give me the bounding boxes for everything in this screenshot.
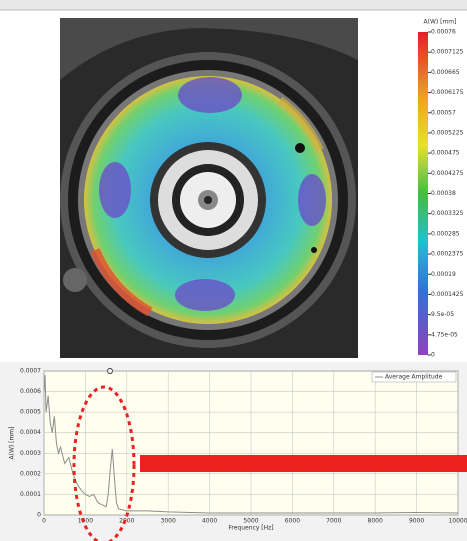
- x-tick-label: 7000: [326, 518, 341, 525]
- colorbar-label: 0.0004275: [431, 170, 464, 177]
- colorbar-label: 0.0002375: [431, 251, 464, 258]
- x-axis-label: Frequency [Hz]: [228, 525, 273, 532]
- colorbar-title: A(W) [mm]: [424, 19, 457, 26]
- colorbar-label: 0.0001425: [431, 291, 464, 298]
- y-tick-label: 0.0003: [20, 450, 41, 457]
- x-tick-label: 6000: [285, 518, 300, 525]
- y-axis-label: A(W) [mm]: [9, 427, 16, 460]
- x-tick-label: 9000: [409, 518, 424, 525]
- x-tick-label: 2000: [119, 518, 134, 525]
- x-tick-label: 1000: [78, 518, 93, 525]
- colorbar-label: 0.000285: [431, 230, 460, 237]
- x-tick-label: 3000: [161, 518, 176, 525]
- measurement-image: [60, 18, 358, 358]
- colorbar-label: 4.75e-05: [431, 331, 458, 338]
- y-tick-label: 0.0002: [20, 470, 41, 477]
- colorbar-label: 0.0007125: [431, 49, 464, 56]
- colorbar-label: 9.5e-05: [431, 311, 454, 318]
- colorbar-label: 0.0005225: [431, 129, 464, 136]
- colorbar-label: 0.00019: [431, 271, 456, 278]
- y-tick-label: 0.0004: [20, 429, 41, 436]
- x-tick-label: 10000: [448, 518, 467, 525]
- y-tick-label: 0.0006: [20, 388, 41, 395]
- x-tick-label: 4000: [202, 518, 217, 525]
- highlight-bar: [140, 455, 467, 472]
- colorbar-label: 0.00057: [431, 109, 456, 116]
- colorbar-label: 0.000665: [431, 69, 460, 76]
- colorbar-label: 0.0003325: [431, 210, 464, 217]
- data-line: [43, 375, 459, 514]
- colorbar-label: 0.00038: [431, 190, 456, 197]
- y-tick-label: 0: [37, 512, 41, 519]
- colorbar-label: 0.000475: [431, 150, 460, 157]
- colorbar: [418, 32, 428, 355]
- colorbar-label: 0.0006175: [431, 89, 464, 96]
- x-tick-label: 8000: [368, 518, 383, 525]
- legend-label: Average Amplitude: [385, 374, 443, 381]
- y-tick-label: 0.0001: [20, 491, 41, 498]
- x-tick-label: 5000: [243, 518, 258, 525]
- y-tick-label: 0.0007: [20, 368, 41, 375]
- colorbar-label: 0.00076: [431, 29, 456, 36]
- x-tick-label: 0: [42, 518, 46, 525]
- highlight-ellipse: [72, 385, 136, 541]
- legend-box: [371, 371, 457, 383]
- toolbar: [0, 0, 467, 10]
- y-tick-label: 0.0005: [20, 409, 41, 416]
- colorbar-label: 0: [431, 352, 435, 359]
